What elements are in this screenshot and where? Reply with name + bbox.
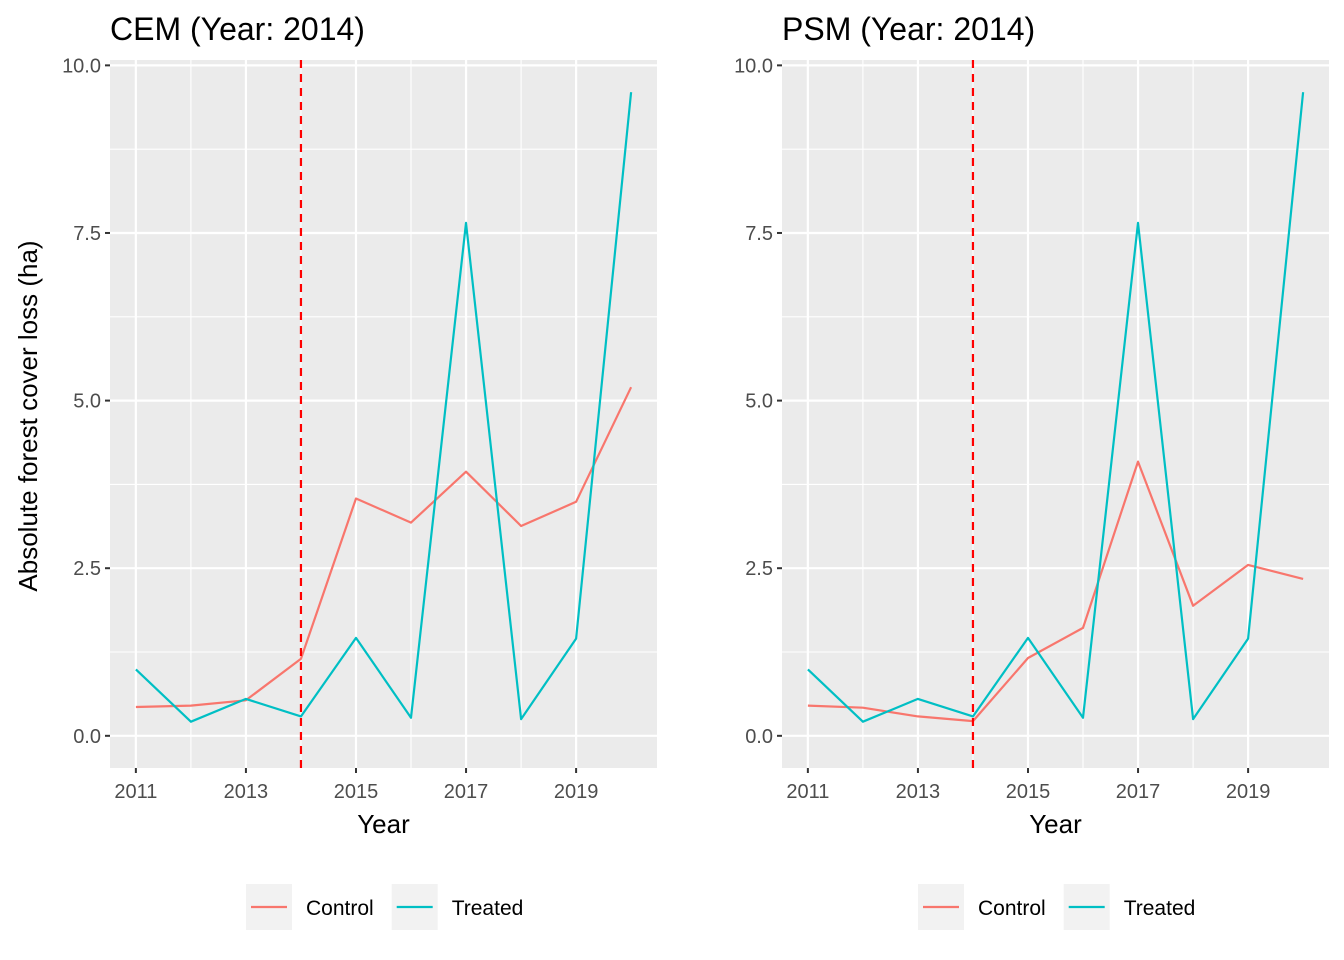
- panel-cem-x-tick-label: 2013: [224, 781, 269, 803]
- panel-cem-y-tick-label: 7.5: [73, 223, 101, 245]
- panel-psm-title: PSM (Year: 2014): [782, 11, 1035, 47]
- panel-psm-x-axis-title: Year: [1029, 809, 1082, 839]
- panel-cem-x-tick-label: 2015: [334, 781, 379, 803]
- panel-psm-legend: Control Treated: [918, 884, 1195, 930]
- panel-cem-title: CEM (Year: 2014): [110, 11, 365, 47]
- panel-cem-legend-label-treated: Treated: [452, 897, 524, 920]
- panel-psm-x-tick-label: 2017: [1116, 781, 1161, 803]
- panel-psm-y-tick-label: 0.0: [745, 726, 773, 748]
- panel-psm-series-treated-line: [807, 92, 1305, 723]
- panel-cem: 0.0 2.5 5.0 7.5 10.0 2011 2013 2015 2017 2019 CEM …: [62, 11, 657, 930]
- panel-cem-background: [110, 60, 657, 768]
- panel-cem-y-tick-label: 0.0: [73, 726, 101, 748]
- panel-cem-series-treated-line: [135, 92, 633, 723]
- panel-psm-y-tick-label: 10.0: [734, 55, 773, 77]
- panel-psm-x-tick-label: 2011: [786, 781, 829, 803]
- panel-cem-x-tick-label: 2017: [444, 781, 489, 803]
- panel-psm-legend-label-control: Control: [978, 897, 1046, 920]
- panel-psm-x-tick-label: 2019: [1226, 781, 1271, 803]
- panel-psm-background: [782, 60, 1329, 768]
- panel-cem-series-control-line: [135, 386, 633, 709]
- panel-psm: 0.0 2.5 5.0 7.5 10.0 2011 2013 2015 2017 2019 PSM …: [734, 11, 1329, 930]
- panel-cem-legend: Control Treated: [246, 884, 523, 930]
- panel-psm-y-tick-label: 5.0: [745, 391, 773, 413]
- panel-cem-x-axis-title: Year: [357, 809, 410, 839]
- panel-cem-legend-label-control: Control: [306, 897, 374, 920]
- panel-cem-x-tick-label: 2019: [554, 781, 599, 803]
- panel-psm-legend-label-treated: Treated: [1124, 897, 1196, 920]
- panel-cem-y-tick-label: 10.0: [62, 55, 101, 77]
- panel-cem-y-tick-label: 5.0: [73, 391, 101, 413]
- panel-psm-x-tick-label: 2013: [896, 781, 941, 803]
- panel-cem-x-tick-label: 2011: [114, 781, 157, 803]
- y-axis-title: Absolute forest cover loss (ha): [13, 240, 43, 591]
- panel-psm-y-tick-label: 7.5: [745, 223, 773, 245]
- panel-psm-x-tick-label: 2015: [1006, 781, 1051, 803]
- panel-psm-y-tick-label: 2.5: [745, 558, 773, 580]
- panel-psm-series-control-line: [807, 460, 1304, 723]
- panel-cem-y-tick-label: 2.5: [73, 558, 101, 580]
